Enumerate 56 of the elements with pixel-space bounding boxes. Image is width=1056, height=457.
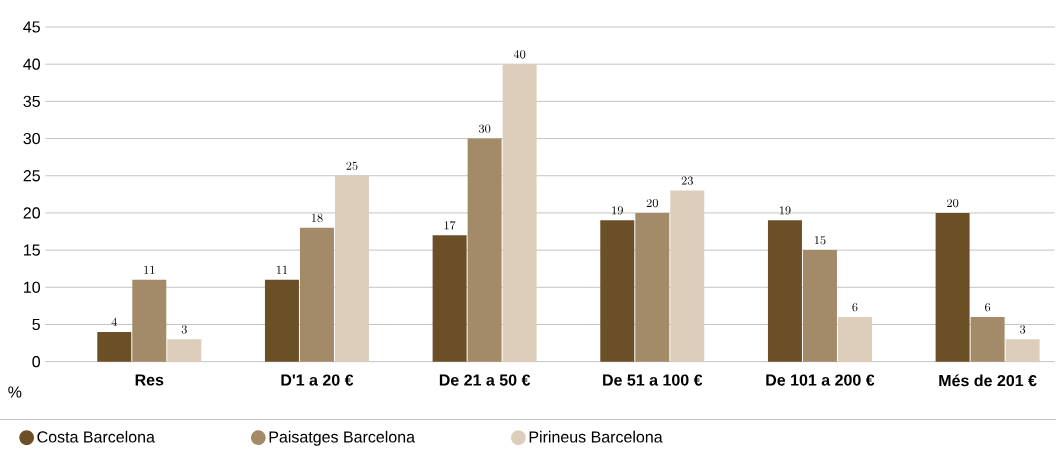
data-label: 11	[276, 265, 288, 274]
bar	[935, 212, 970, 362]
data-label: 15	[814, 236, 826, 245]
bar	[670, 190, 705, 362]
y-tick-label: 0	[32, 356, 41, 368]
y-tick-label: 5	[32, 318, 40, 331]
legend-label: Costa Barcelona	[37, 430, 155, 443]
data-label: 6	[985, 303, 991, 312]
data-label: 11	[144, 265, 155, 274]
y-tick-label: 15	[24, 244, 40, 256]
data-label: 3	[1020, 325, 1026, 334]
x-tick-label: De 21 a 50 €	[439, 374, 531, 386]
bar	[802, 250, 837, 362]
x-tick-label: D'1 a 20 €	[281, 374, 354, 386]
y-tick-label: 25	[23, 170, 40, 182]
data-label: 19	[612, 206, 623, 215]
legend-label: Paisatges Barcelona	[269, 430, 415, 446]
data-label: 6	[852, 303, 858, 312]
data-label: 30	[478, 124, 491, 133]
x-tick-label: De 101 a 200 €	[766, 374, 875, 386]
y-tick-label: 45	[23, 21, 40, 33]
data-label: 20	[646, 198, 658, 208]
bar	[837, 317, 872, 362]
bar	[299, 227, 334, 362]
bar	[635, 212, 670, 362]
data-label: 25	[346, 161, 358, 170]
bar	[467, 138, 502, 362]
y-tick-label: 40	[23, 58, 40, 70]
bar	[132, 279, 167, 362]
bar	[600, 220, 635, 362]
x-tick-label: Més de 201 €	[939, 374, 1037, 387]
bar	[167, 339, 202, 362]
bar	[432, 235, 467, 362]
bar	[97, 331, 132, 362]
data-label: 40	[513, 50, 526, 59]
bar	[767, 220, 802, 362]
data-label: 17	[444, 221, 456, 230]
y-tick-label: 10	[24, 281, 40, 293]
y-tick-label: 35	[23, 95, 40, 108]
legend-label: Pirineus Barcelona	[529, 430, 663, 443]
data-label: 20	[947, 198, 959, 208]
data-label: 4	[111, 317, 118, 326]
y-axis-title: %	[8, 386, 22, 398]
bar	[264, 279, 299, 362]
data-label: 3	[181, 325, 187, 334]
data-label: 18	[311, 213, 323, 223]
data-label: 23	[681, 176, 693, 185]
y-tick-label: 20	[23, 207, 40, 219]
bar	[502, 64, 537, 362]
bar	[334, 175, 369, 362]
x-tick-label: De 51 a 100 €	[603, 374, 703, 386]
x-tick-label: Res	[135, 374, 164, 386]
y-tick-label: 30	[23, 132, 40, 145]
bar	[1005, 339, 1040, 362]
data-label: 19	[779, 206, 791, 215]
bar	[970, 317, 1005, 362]
